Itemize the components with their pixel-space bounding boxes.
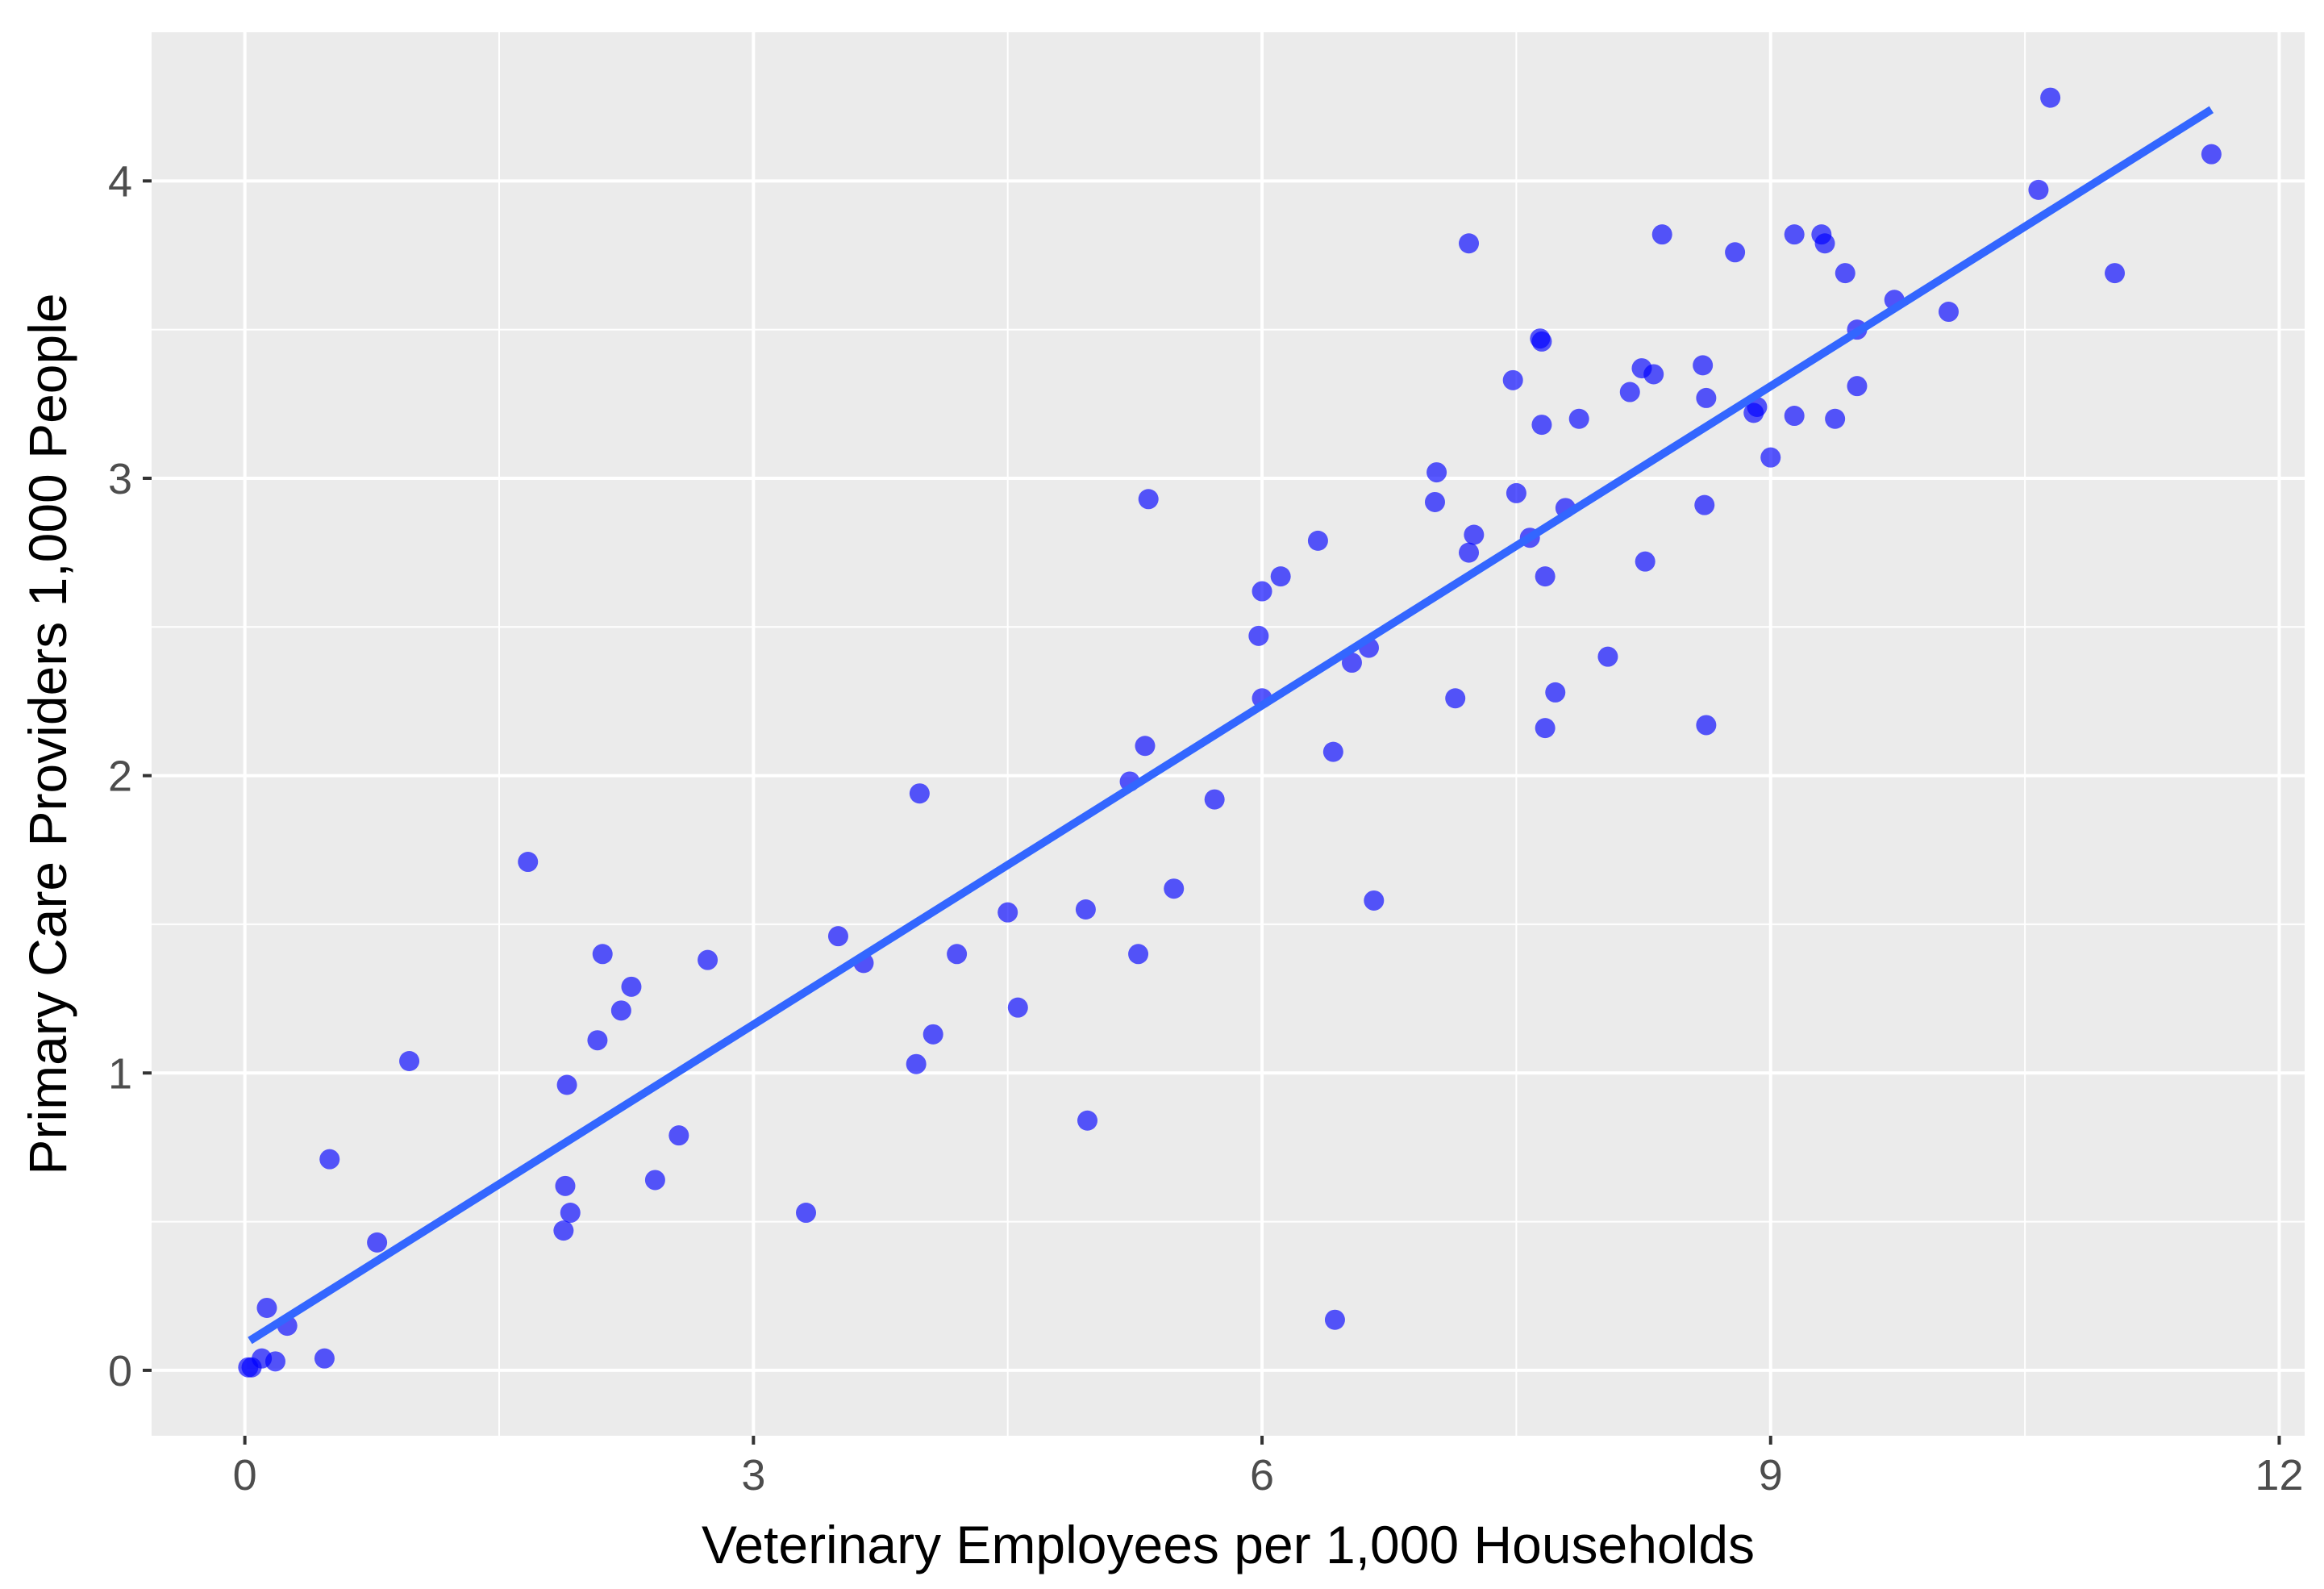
data-point [1568,408,1589,429]
data-point [587,1030,608,1051]
data-point [319,1149,340,1170]
data-point [367,1232,388,1253]
data-point [1531,331,1552,352]
data-point [1506,482,1526,503]
data-point [1651,224,1672,245]
y-axis-title: Primary Care Providers 1,000 People [18,293,77,1174]
data-point [1459,233,1480,254]
data-point [1307,530,1328,551]
data-point [1341,653,1362,674]
data-point [668,1125,689,1146]
trend-line [248,106,2214,1345]
data-point [1270,566,1291,587]
data-point [1784,224,1805,245]
data-point [592,944,613,965]
data-point [553,1220,574,1241]
data-point [1693,355,1714,376]
data-point [1545,682,1566,703]
x-tick-label: 9 [1759,1451,1783,1499]
data-point [1248,625,1269,646]
data-point [399,1051,420,1072]
data-point [1696,715,1717,736]
x-tick-label: 6 [1250,1451,1274,1499]
data-point [1426,462,1447,483]
minor-gridlines [152,32,2305,1436]
data-point [1464,524,1485,545]
data-point [621,976,642,997]
data-point [314,1348,335,1369]
data-point [555,1175,576,1196]
data-point [1643,364,1664,385]
data-point [560,1203,581,1224]
data-point [1077,1110,1098,1131]
data-point [796,1203,817,1224]
data-point [923,1024,943,1045]
data-point [1784,406,1805,427]
data-point [906,1053,927,1074]
x-axis-ticks: 0 3 6 9 12 [233,1436,2304,1499]
data-point [644,1170,665,1191]
data-point [1760,447,1781,468]
data-point [1725,242,1746,263]
data-point [1635,551,1656,572]
data-point [1138,489,1159,510]
data-point [556,1074,577,1095]
data-point [2040,87,2061,108]
data-point [1939,302,1960,323]
plot-panel [152,32,2305,1436]
data-point [1814,233,1835,254]
data-point [610,1000,631,1021]
y-tick-label: 1 [108,1049,132,1098]
data-point [518,852,539,873]
x-tick-label: 3 [741,1451,765,1499]
data-point [1252,581,1272,602]
data-point [256,1297,277,1318]
data-point [1445,688,1466,709]
data-point [1364,890,1385,911]
data-point [1696,387,1717,408]
data-point [2105,263,2126,284]
data-point [2028,179,2049,200]
data-point [1459,542,1480,563]
data-point [1694,494,1715,515]
y-tick-label: 3 [108,455,132,503]
x-tick-label: 0 [233,1451,257,1499]
data-point [264,1351,285,1372]
data-point [1531,415,1552,436]
x-axis-title: Veterinary Employees per 1,000 Household… [702,1515,1755,1574]
data-point [1164,878,1185,899]
major-gridlines [152,32,2305,1436]
data-point [1535,718,1556,739]
data-point [1324,1309,1345,1330]
data-point [1847,376,1868,397]
data-point [1424,491,1445,512]
data-point [1128,944,1149,965]
y-axis-ticks: 0 1 2 3 4 [108,157,152,1395]
data-point [698,949,718,970]
data-point [947,944,968,965]
data-point [1535,566,1556,587]
data-point [1204,789,1225,810]
y-tick-label: 0 [108,1347,132,1395]
data-point [909,783,930,804]
x-tick-label: 12 [2255,1451,2303,1499]
data-point [1135,736,1156,757]
data-point [1619,382,1640,402]
data-point [1597,646,1618,667]
data-point [2201,144,2222,165]
y-tick-label: 2 [108,753,132,801]
data-point [1502,369,1523,390]
data-point [1322,741,1343,762]
data-point [1075,899,1096,920]
data-point [997,902,1018,923]
data-point [1825,408,1846,429]
data-point [1007,997,1028,1018]
y-tick-label: 4 [108,157,132,206]
data-point [827,926,848,947]
data-point [1835,263,1855,284]
